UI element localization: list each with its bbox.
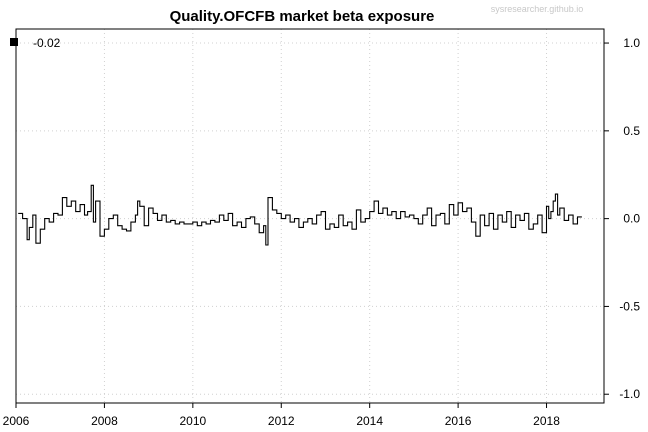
y-tick-label: -0.5 — [619, 299, 640, 313]
legend: -0.02 — [10, 36, 61, 50]
chart-title: Quality.OFCFB market beta exposure — [170, 8, 435, 25]
y-tick-label: 0.0 — [623, 212, 640, 226]
x-tick-label: 2018 — [533, 414, 560, 428]
y-tick-label: -1.0 — [619, 387, 640, 401]
x-tick-label: 2006 — [3, 414, 30, 428]
legend-swatch — [10, 38, 18, 46]
x-tick-label: 2008 — [91, 414, 118, 428]
y-tick-label: 0.5 — [623, 124, 640, 138]
x-tick-label: 2014 — [356, 414, 383, 428]
series-line — [18, 184, 582, 246]
x-axis: 2006 2008 2010 2012 2014 2016 2018 — [3, 403, 560, 428]
legend-label: -0.02 — [33, 36, 61, 50]
x-tick-label: 2016 — [445, 414, 472, 428]
x-tick-label: 2012 — [268, 414, 295, 428]
y-tick-label: 1.0 — [623, 36, 640, 50]
series-layer — [18, 184, 582, 246]
y-axis: 1.0 0.5 0.0 -0.5 -1.0 — [604, 36, 640, 401]
plot-frame — [15, 28, 605, 404]
watermark-text: sysresearcher.github.io — [491, 4, 584, 14]
x-tick-label: 2010 — [179, 414, 206, 428]
